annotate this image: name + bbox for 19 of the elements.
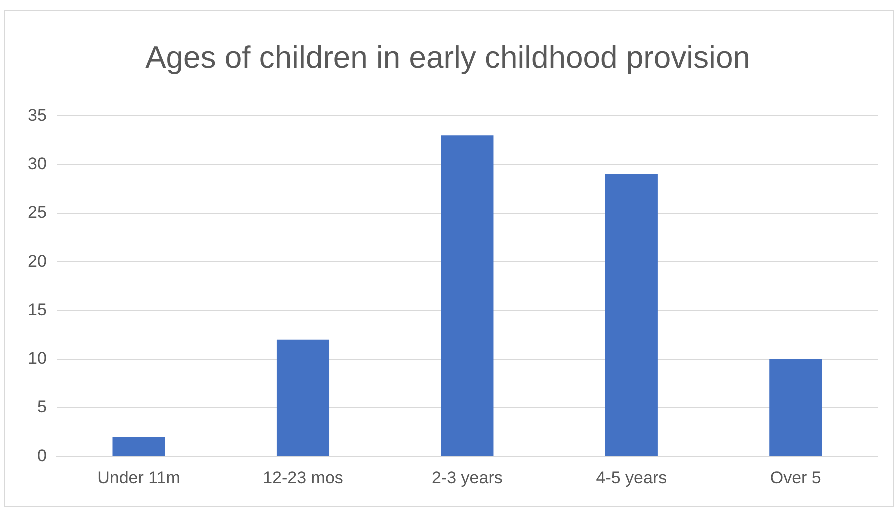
x-tick-label: Over 5 (770, 468, 822, 488)
y-tick-label: 25 (28, 203, 47, 222)
y-tick-label: 10 (28, 349, 47, 368)
bar (605, 174, 658, 456)
y-tick-label: 5 (37, 398, 47, 417)
y-tick-label: 30 (28, 154, 47, 174)
bar (441, 136, 494, 456)
x-tick-label: 4-5 years (596, 468, 668, 488)
x-tick-label: 12-23 mos (263, 468, 344, 488)
y-tick-label: 20 (28, 252, 47, 271)
y-tick-label: 35 (28, 106, 47, 125)
x-tick-label: Under 11m (98, 468, 180, 488)
bar (112, 437, 166, 456)
y-tick-label: 0 (37, 446, 47, 466)
x-tick-label: 2-3 years (432, 468, 503, 488)
bar (770, 359, 822, 456)
bar (276, 340, 330, 456)
y-tick-label: 15 (28, 300, 47, 320)
chart-title: Ages of children in early childhood provision (146, 40, 750, 76)
